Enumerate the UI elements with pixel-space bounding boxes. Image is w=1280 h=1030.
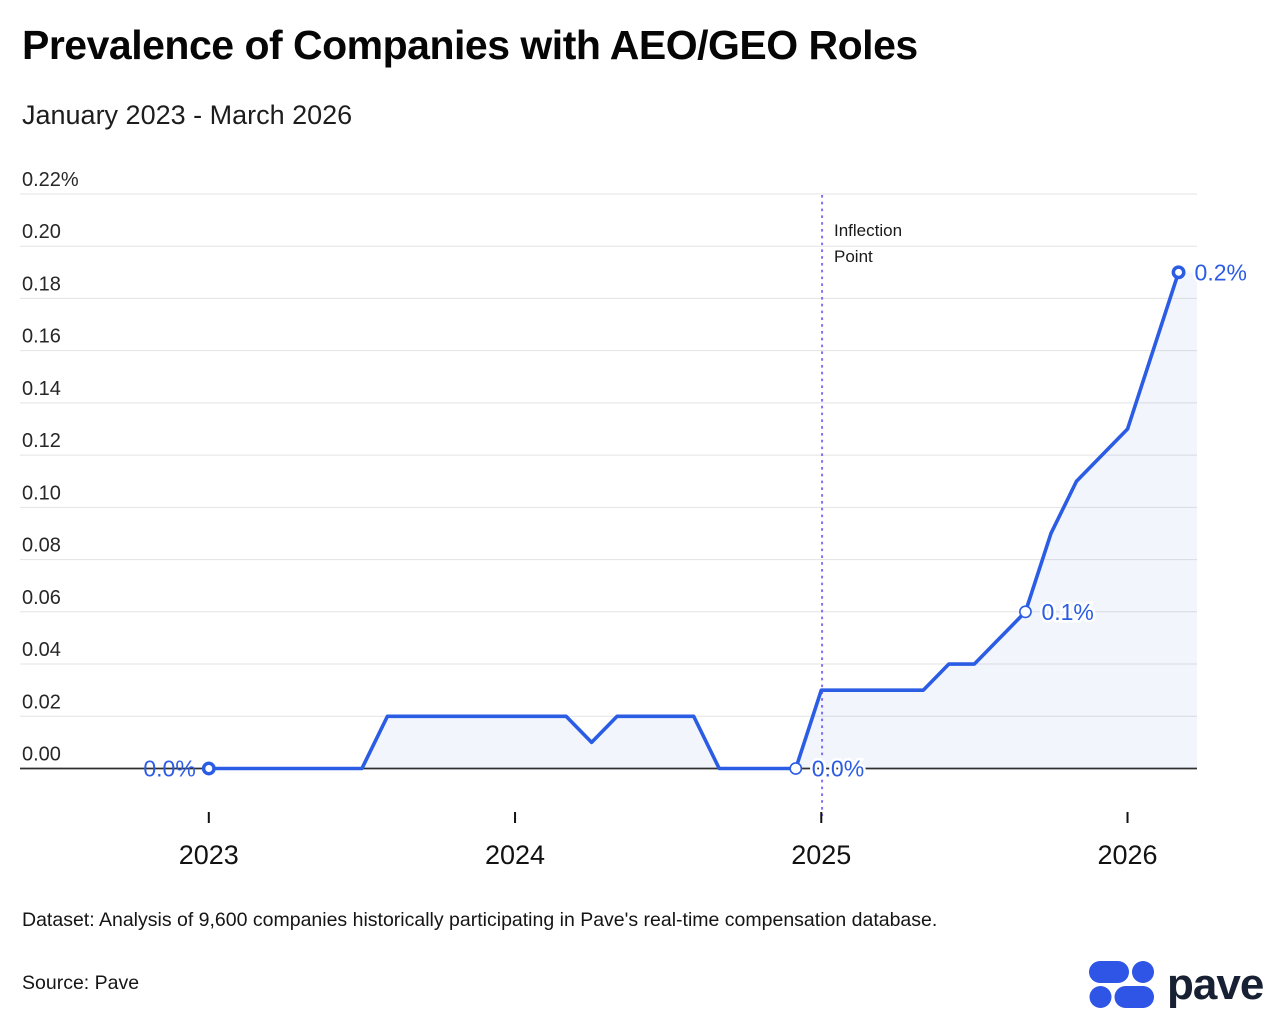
y-tick-label: 0.08 xyxy=(22,535,61,557)
chart-title: Prevalence of Companies with AEO/GEO Rol… xyxy=(22,22,918,68)
x-tick-label: 2025 xyxy=(791,840,851,870)
y-tick-label: 0.16 xyxy=(22,326,61,348)
inflection-annotation: Inflection Point xyxy=(834,221,903,266)
y-tick-label: 0.14 xyxy=(22,378,61,400)
y-tick-label: 0.10 xyxy=(22,482,61,504)
pave-logo-mark xyxy=(1089,961,1154,1008)
point-label: 0.0% xyxy=(812,756,864,782)
y-tick-label: 0.22% xyxy=(22,169,79,191)
point-marker-bold xyxy=(1171,265,1186,280)
y-tick-label: 0.12 xyxy=(22,430,61,452)
y-tick-label: 0.20 xyxy=(22,221,61,243)
point-marker-open xyxy=(1019,605,1032,619)
x-tick-label: 2023 xyxy=(179,840,239,870)
x-tick-label: 2024 xyxy=(485,840,545,870)
y-tick-label: 0.04 xyxy=(22,639,61,661)
point-marker-bold xyxy=(201,761,216,776)
y-tick-label: 0.06 xyxy=(22,587,61,609)
y-tick-label: 0.18 xyxy=(22,273,61,295)
point-label: 0.1% xyxy=(1041,599,1093,625)
y-tick-label: 0.00 xyxy=(22,744,61,766)
x-tick-label: 2026 xyxy=(1097,840,1157,870)
area-fill xyxy=(208,272,1198,769)
point-label: 0.0% xyxy=(143,756,195,782)
pave-logo-wordmark: pave xyxy=(1167,959,1264,1009)
y-tick-label: 0.02 xyxy=(22,691,61,713)
point-marker-open xyxy=(789,762,803,775)
dataset-note: Dataset: Analysis of 9,600 companies his… xyxy=(22,909,938,931)
data-line xyxy=(207,270,1181,771)
point-label: 0.2% xyxy=(1195,259,1247,285)
source-note: Source: Pave xyxy=(22,972,140,994)
chart-subtitle: January 2023 - March 2026 xyxy=(22,100,353,130)
pave-logo: pave xyxy=(1089,959,1264,1009)
